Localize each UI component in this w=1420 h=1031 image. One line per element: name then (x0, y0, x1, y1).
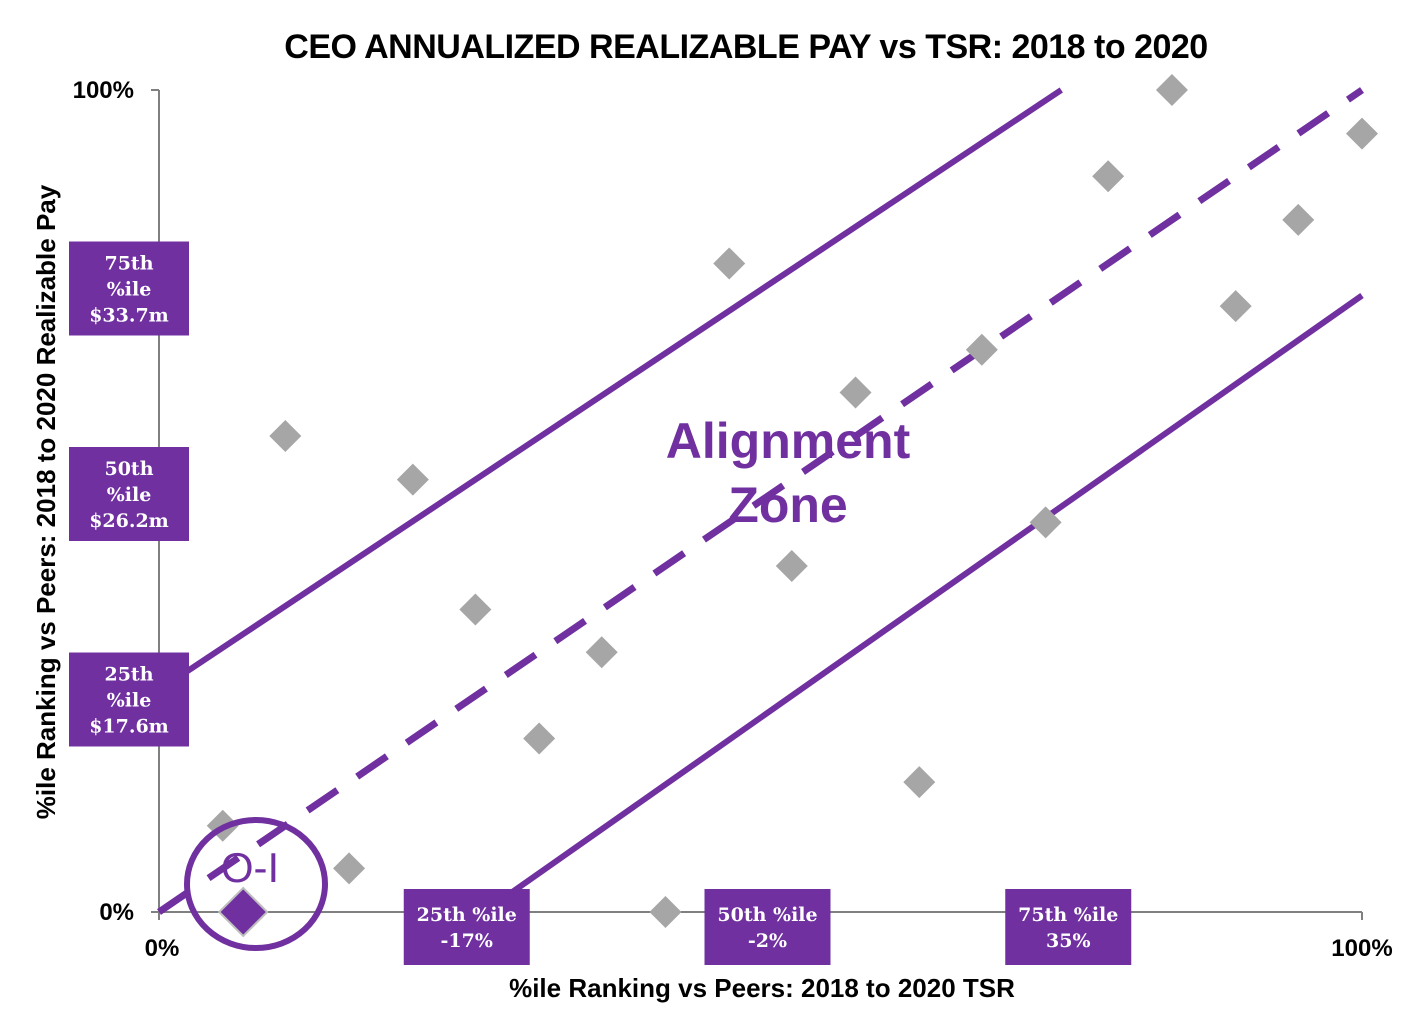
peer-point (713, 247, 746, 280)
pay-box-text: %ile (107, 484, 152, 506)
tsr-box-bg (704, 889, 831, 965)
pay-box-text: $33.7m (89, 305, 169, 327)
company-highlight-ring (184, 817, 328, 951)
peer-point (459, 593, 492, 626)
peer-points (206, 74, 1378, 928)
x-axis-label: %ile Ranking vs Peers: 2018 to 2020 TSR (509, 973, 1015, 1003)
tsr-box-bg (403, 889, 530, 965)
peer-point (333, 852, 366, 885)
peer-point (396, 463, 429, 496)
median-line (157, 87, 1364, 915)
tsr-box-bg (1005, 889, 1132, 965)
peer-point (1346, 117, 1378, 150)
alignment-lines (157, 87, 1364, 915)
y-tick-label-top: 100% (73, 77, 134, 104)
peer-point (903, 766, 936, 799)
zone-label-line1: Alignment (666, 413, 911, 469)
percentile-boxes: 75th %ile $33.7m 50th %ile $26.2m 25th %ile $17.… (69, 241, 1132, 965)
x-tick-label-left: 0% (145, 935, 180, 962)
alignment-zone-label: Alignment Zone (666, 413, 911, 533)
pay-box-text: $26.2m (89, 510, 169, 532)
tsr-percentile-box: 25th %ile -17% (403, 889, 530, 965)
pay-percentile-box: 25th %ile $17.6m (69, 652, 189, 747)
peer-point (1092, 160, 1125, 193)
tsr-box-text: 75th %ile (1018, 904, 1118, 926)
peer-point (1029, 506, 1062, 539)
company-label: O-I (221, 844, 279, 891)
zone-label-line2: Zone (728, 477, 847, 533)
peer-point (649, 896, 682, 928)
peer-point (269, 420, 302, 453)
company-point (217, 886, 269, 938)
peer-point (585, 636, 618, 669)
pay-box-text: %ile (107, 690, 152, 712)
pay-box-text: $17.6m (89, 716, 169, 738)
peer-point (1155, 74, 1188, 106)
peer-point (523, 722, 556, 755)
pay-box-bg (69, 241, 189, 336)
chart-title: CEO ANNUALIZED REALIZABLE PAY vs TSR: 20… (284, 28, 1207, 66)
pay-percentile-box: 50th %ile $26.2m (69, 447, 189, 541)
y-axis-label: %ile Ranking vs Peers: 2018 to 2020 Real… (31, 184, 61, 819)
tsr-percentile-box: 50th %ile -2% (704, 889, 831, 965)
x-tick-label-right: 100% (1331, 935, 1392, 962)
pay-box-bg (69, 652, 189, 747)
lower-bound (482, 293, 1364, 915)
tsr-box-text: 50th %ile (717, 904, 817, 926)
tsr-box-text: -17% (441, 930, 493, 952)
pay-box-bg (69, 447, 189, 541)
peer-point (965, 333, 998, 366)
tsr-box-text: 35% (1046, 930, 1091, 952)
peer-point (839, 376, 872, 409)
peer-point (1219, 290, 1252, 323)
plot-area: 100% 0% 0% 100% %ile Ranking vs Peers: 2… (31, 74, 1393, 1003)
upper-bound (157, 87, 1063, 693)
y-tick-label-bottom: 0% (99, 899, 134, 926)
company-marker: O-I (184, 817, 328, 951)
pay-percentile-box: 75th %ile $33.7m (69, 241, 189, 336)
pay-box-text: 75th (104, 253, 153, 275)
tsr-box-text: -2% (748, 930, 787, 952)
pay-box-text: 50th (104, 458, 153, 480)
peer-point (775, 549, 808, 582)
tsr-percentile-box: 75th %ile 35% (1005, 889, 1132, 965)
peer-point (1282, 203, 1315, 236)
tsr-box-text: 25th %ile (417, 904, 517, 926)
pay-box-text: %ile (107, 279, 152, 301)
pay-box-text: 25th (104, 664, 153, 686)
